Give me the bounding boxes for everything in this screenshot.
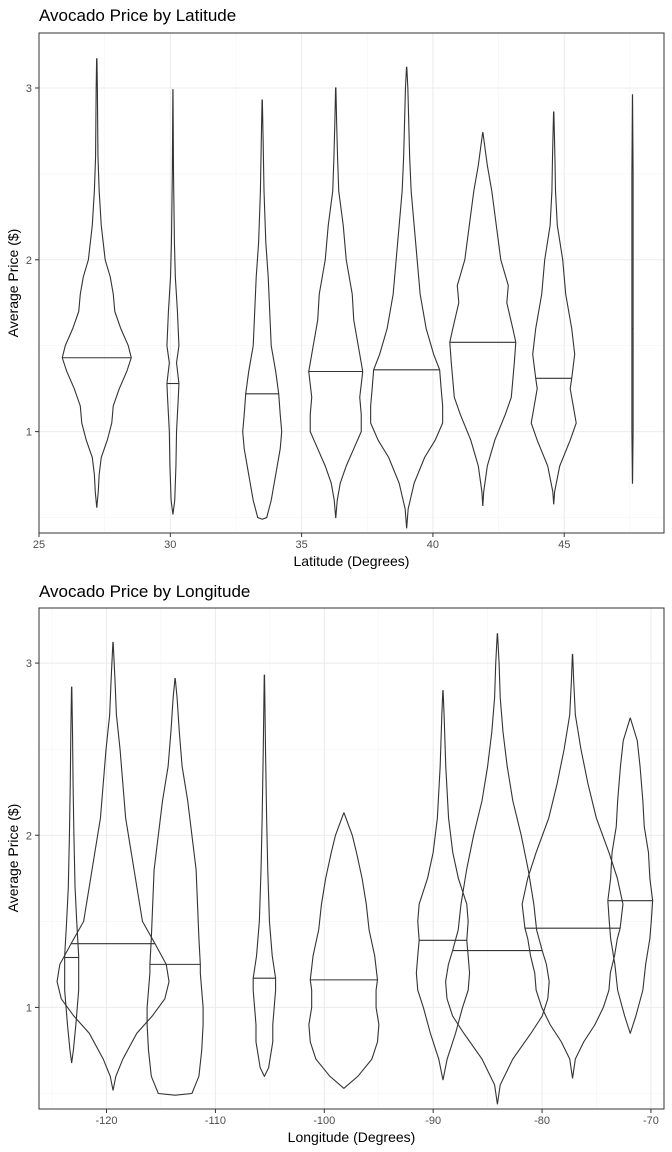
y-tick-label: 2 [26,255,32,267]
panel-border [38,607,665,1110]
violin-shape [308,812,380,1089]
violin-shape [449,132,517,507]
violin-shape [308,87,364,519]
x-tick-label: -120 [95,1115,117,1127]
y-tick-label: 1 [26,427,32,439]
longitude-chart: Avocado Price by Longitude -120 -110 -100-… [5,582,665,1145]
x-tick-label: 30 [164,539,176,551]
x-tick-label: 25 [33,539,45,551]
violin-series [61,58,634,529]
violin-shape [445,633,550,1105]
y-tick-label: 2 [26,830,32,842]
violin-shape [370,66,444,529]
axis-ticks: 25 30 35 40 45 1 2 3 [26,83,570,551]
x-tick-label: 40 [427,539,439,551]
x-tick-label: -70 [643,1115,659,1127]
violin-shape [530,111,577,505]
violin-shape [631,94,634,484]
gridlines [39,608,664,1109]
axis-ticks: -120 -110 -100 -90 -80 -70 1 2 3 [26,658,659,1127]
chart-title: Avocado Price by Latitude [39,6,236,25]
violin-shape [607,717,654,1034]
y-tick-label: 3 [26,658,32,670]
violin-shape [64,686,80,1064]
x-tick-label: -110 [205,1115,226,1127]
y-tick-label: 3 [26,83,32,95]
violin-shape [415,690,471,1081]
plot-area [39,33,664,533]
latitude-chart: Avocado Price by Latitude 25 30 35 40 45123 … [5,6,665,569]
x-tick-label: -90 [425,1115,441,1127]
panel-border [38,32,665,534]
x-tick-label: -100 [313,1115,335,1127]
y-axis-label: Average Price ($) [5,804,21,913]
violin-shape [242,99,283,520]
x-axis-label: Latitude (Degrees) [294,553,410,569]
violin-shape [61,58,132,508]
violin-shape [56,641,170,1091]
x-axis-label: Longitude (Degrees) [288,1129,416,1145]
y-axis-label: Average Price ($) [5,229,21,338]
violin-series [56,633,654,1105]
x-tick-label: -80 [534,1115,550,1127]
chart-title: Avocado Price by Longitude [39,582,250,601]
violin-shape [521,653,624,1079]
violin-shape [146,678,204,1096]
violin-shape [252,674,277,1077]
violin-shape [166,89,180,515]
x-tick-label: 35 [295,539,307,551]
x-tick-label: 45 [558,539,570,551]
y-tick-label: 1 [26,1002,32,1014]
